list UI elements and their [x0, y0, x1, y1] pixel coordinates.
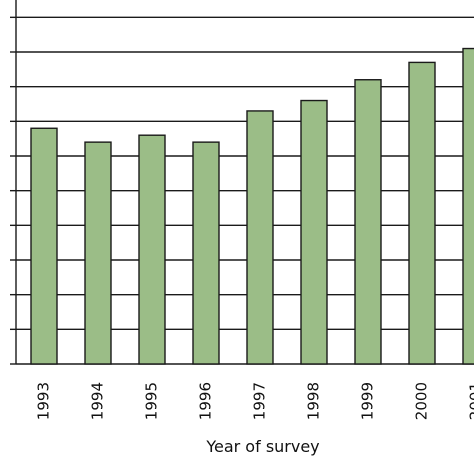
x-tick-label: 1997 [251, 382, 269, 420]
x-tick-label: 1995 [143, 382, 161, 420]
bar-1997 [246, 110, 274, 365]
bar-2000 [408, 61, 436, 365]
gridlines [10, 16, 474, 365]
bar-1996 [192, 141, 220, 365]
x-tick-label: 2000 [413, 382, 431, 420]
bars [30, 47, 474, 365]
bar-1994 [84, 141, 112, 365]
x-axis-title: Year of survey [205, 437, 319, 456]
bar-1995 [138, 134, 166, 365]
bar-1993 [30, 127, 58, 365]
x-tick-label: 1994 [89, 382, 107, 420]
bar-2001 [462, 47, 474, 365]
x-tick-label: 1999 [359, 382, 377, 420]
x-tick-label: 1996 [197, 382, 215, 420]
bar-1998 [300, 99, 328, 365]
x-tick-labels: 1993 1994 1995 1996 1997 1998 1999 2000 2001 [35, 382, 474, 420]
x-tick-label: 1993 [35, 382, 53, 420]
bar-1999 [354, 79, 382, 365]
x-tick-label: 1998 [305, 382, 323, 420]
x-tick-label: 2001 [467, 382, 474, 420]
